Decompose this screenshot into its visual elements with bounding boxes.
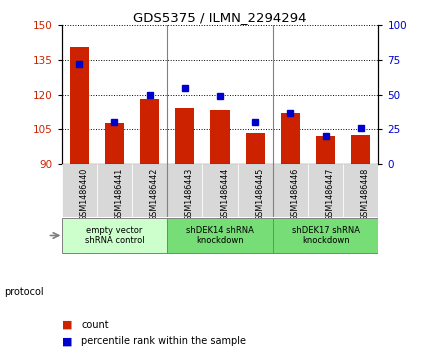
FancyBboxPatch shape [343, 164, 378, 217]
Text: percentile rank within the sample: percentile rank within the sample [81, 336, 246, 346]
Bar [351, 135, 370, 164]
Text: GSM1486446: GSM1486446 [290, 168, 299, 221]
Text: GSM1486441: GSM1486441 [114, 168, 123, 221]
FancyBboxPatch shape [273, 217, 378, 253]
FancyBboxPatch shape [202, 164, 238, 217]
Text: GSM1486447: GSM1486447 [326, 168, 334, 221]
Text: shDEK14 shRNA
knockdown: shDEK14 shRNA knockdown [186, 226, 254, 245]
FancyBboxPatch shape [167, 217, 273, 253]
FancyBboxPatch shape [97, 164, 132, 217]
FancyBboxPatch shape [132, 164, 167, 217]
Text: ■: ■ [62, 320, 72, 330]
Bar [281, 113, 300, 164]
Title: GDS5375 / ILMN_2294294: GDS5375 / ILMN_2294294 [133, 11, 307, 24]
Bar [316, 136, 335, 164]
Bar [140, 99, 159, 164]
Text: GSM1486448: GSM1486448 [361, 168, 370, 221]
Text: GSM1486444: GSM1486444 [220, 168, 229, 221]
Text: protocol: protocol [4, 287, 44, 297]
Text: shDEK17 shRNA
knockdown: shDEK17 shRNA knockdown [292, 226, 359, 245]
Text: count: count [81, 320, 109, 330]
Bar [210, 110, 230, 164]
FancyBboxPatch shape [238, 164, 273, 217]
FancyBboxPatch shape [308, 164, 343, 217]
Text: GSM1486442: GSM1486442 [150, 168, 158, 221]
FancyBboxPatch shape [167, 164, 202, 217]
Bar [70, 47, 89, 164]
FancyBboxPatch shape [62, 217, 167, 253]
FancyBboxPatch shape [62, 164, 97, 217]
Bar [105, 123, 124, 164]
FancyBboxPatch shape [273, 164, 308, 217]
Bar [175, 109, 194, 164]
Text: GSM1486440: GSM1486440 [79, 168, 88, 221]
Text: GSM1486443: GSM1486443 [185, 168, 194, 221]
Bar [246, 132, 265, 164]
Text: empty vector
shRNA control: empty vector shRNA control [84, 226, 144, 245]
Text: ■: ■ [62, 336, 72, 346]
Text: GSM1486445: GSM1486445 [255, 168, 264, 221]
